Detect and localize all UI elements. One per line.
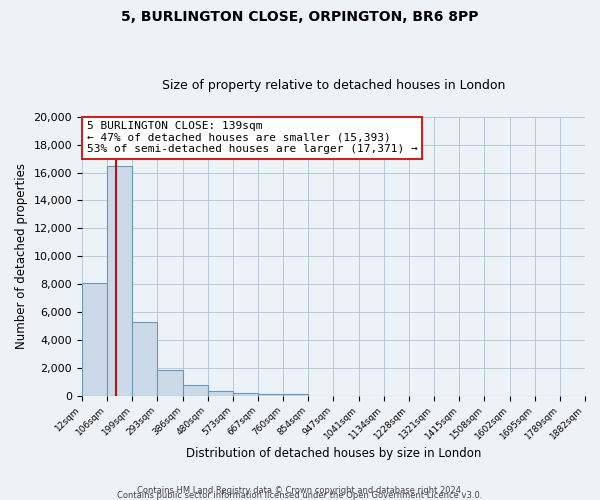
Text: Contains public sector information licensed under the Open Government Licence v3: Contains public sector information licen…	[118, 490, 482, 500]
Bar	[107, 166, 132, 396]
Bar	[182, 385, 208, 396]
Bar	[157, 370, 182, 396]
Title: Size of property relative to detached houses in London: Size of property relative to detached ho…	[162, 79, 505, 92]
Bar	[208, 392, 233, 396]
Bar	[283, 394, 308, 396]
Text: 5 BURLINGTON CLOSE: 139sqm
← 47% of detached houses are smaller (15,393)
53% of : 5 BURLINGTON CLOSE: 139sqm ← 47% of deta…	[87, 121, 418, 154]
Text: Contains HM Land Registry data © Crown copyright and database right 2024.: Contains HM Land Registry data © Crown c…	[137, 486, 463, 495]
Bar	[258, 394, 283, 396]
Bar	[132, 322, 157, 396]
Bar	[82, 282, 107, 396]
X-axis label: Distribution of detached houses by size in London: Distribution of detached houses by size …	[186, 447, 481, 460]
Y-axis label: Number of detached properties: Number of detached properties	[15, 163, 28, 349]
Bar	[233, 394, 258, 396]
Text: 5, BURLINGTON CLOSE, ORPINGTON, BR6 8PP: 5, BURLINGTON CLOSE, ORPINGTON, BR6 8PP	[121, 10, 479, 24]
